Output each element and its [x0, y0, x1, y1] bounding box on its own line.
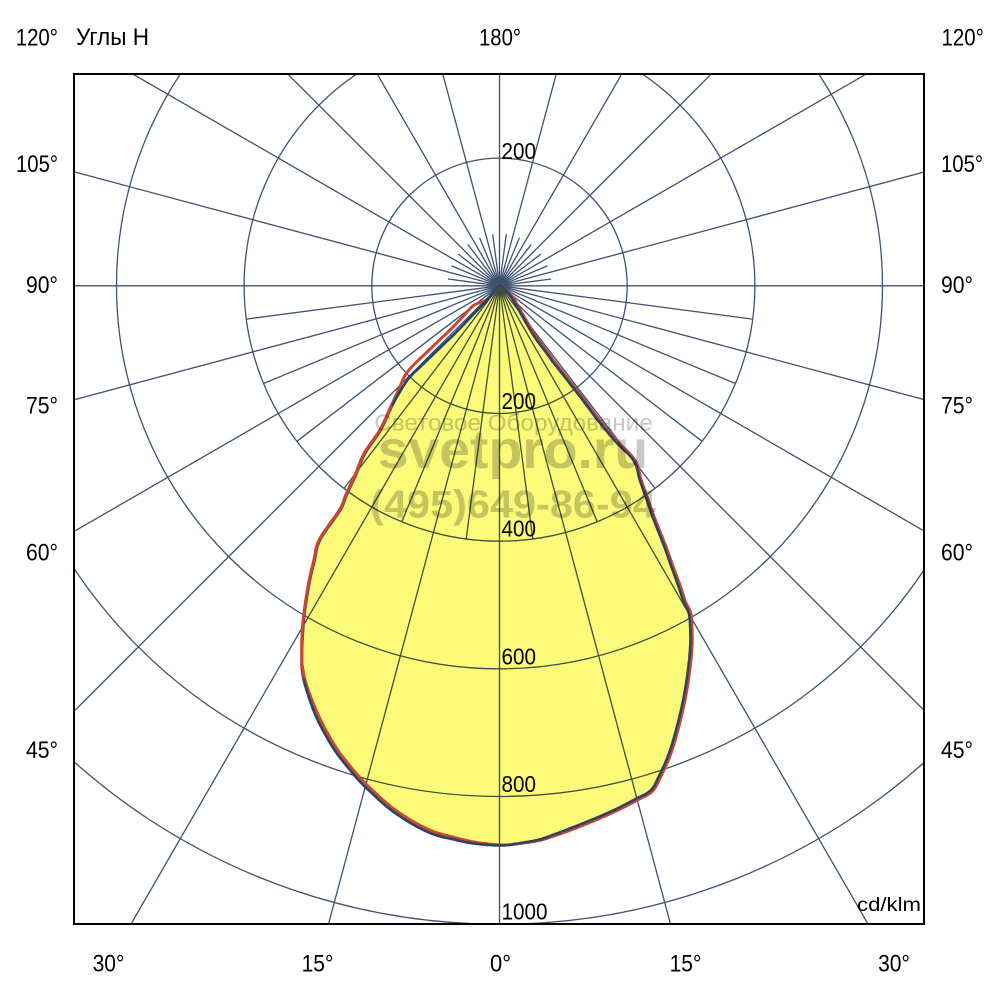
- svg-text:105°: 105°: [941, 151, 983, 178]
- svg-text:30°: 30°: [878, 950, 910, 977]
- svg-text:90°: 90°: [26, 272, 58, 299]
- svg-text:Углы Н: Углы Н: [76, 24, 149, 51]
- svg-text:105°: 105°: [16, 151, 58, 178]
- svg-text:600: 600: [502, 643, 537, 669]
- svg-text:45°: 45°: [941, 737, 973, 764]
- svg-text:180°: 180°: [479, 25, 521, 52]
- svg-text:200: 200: [502, 388, 537, 414]
- svg-text:120°: 120°: [16, 25, 58, 52]
- svg-text:60°: 60°: [26, 539, 58, 566]
- svg-text:120°: 120°: [942, 25, 984, 52]
- svg-text:75°: 75°: [26, 392, 58, 419]
- svg-text:15°: 15°: [670, 950, 702, 977]
- svg-text:svetpro.ru: svetpro.ru: [378, 420, 648, 480]
- svg-text:15°: 15°: [302, 950, 334, 977]
- svg-text:0°: 0°: [490, 950, 511, 977]
- svg-text:400: 400: [502, 516, 537, 542]
- svg-text:200: 200: [502, 138, 537, 164]
- svg-text:30°: 30°: [93, 950, 125, 977]
- svg-text:1000: 1000: [502, 899, 548, 925]
- svg-text:90°: 90°: [941, 272, 973, 299]
- svg-text:45°: 45°: [26, 737, 58, 764]
- svg-text:cd/klm: cd/klm: [857, 895, 921, 916]
- svg-text:800: 800: [502, 771, 537, 797]
- svg-text:75°: 75°: [941, 392, 973, 419]
- svg-text:60°: 60°: [941, 539, 973, 566]
